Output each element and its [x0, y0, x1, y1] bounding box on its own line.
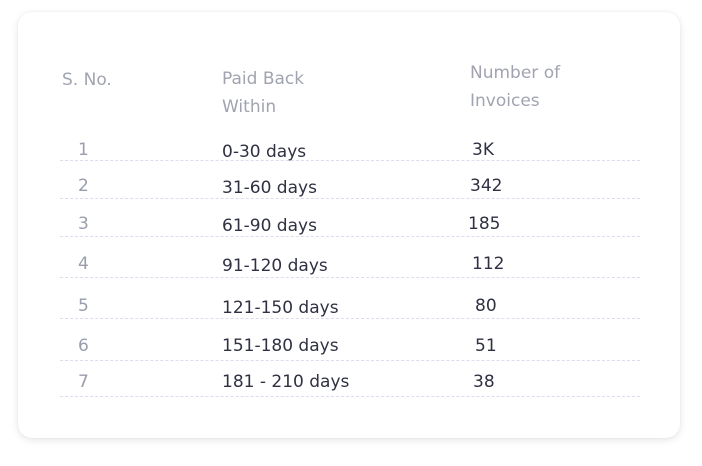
header-number-of-invoices: Number of Invoices	[470, 59, 610, 115]
header-sno: S. No.	[62, 66, 112, 94]
row-4-range: 91-120 days	[222, 256, 328, 276]
row-5-sno: 5	[78, 296, 89, 316]
row-divider	[60, 396, 640, 397]
row-4-sno: 4	[78, 254, 89, 274]
row-1-invoices: 3K	[472, 140, 494, 160]
row-divider	[60, 236, 640, 237]
row-3-sno: 3	[78, 214, 89, 234]
row-2-range: 31-60 days	[222, 178, 317, 198]
row-3-invoices: 185	[468, 214, 501, 234]
row-divider	[60, 360, 640, 361]
header-paid-back-within: Paid Back Within	[222, 65, 362, 121]
header-invoices-line2: Invoices	[470, 91, 540, 111]
header-paid-back-line2: Within	[222, 97, 277, 117]
row-6-invoices: 51	[475, 336, 497, 356]
invoice-payback-card: S. No. Paid Back Within Number of Invoic…	[18, 12, 680, 438]
row-divider	[60, 198, 640, 199]
row-7-invoices: 38	[473, 372, 495, 392]
row-3-range: 61-90 days	[222, 216, 317, 236]
row-6-sno: 6	[78, 336, 89, 356]
row-1-sno: 1	[78, 140, 89, 160]
row-divider	[60, 277, 640, 278]
row-2-invoices: 342	[470, 176, 503, 196]
header-sno-label: S. No.	[62, 70, 112, 90]
row-2-sno: 2	[78, 176, 89, 196]
row-7-range: 181 - 210 days	[222, 372, 350, 392]
row-6-range: 151-180 days	[222, 336, 339, 356]
row-7-sno: 7	[78, 372, 89, 392]
row-4-invoices: 112	[472, 254, 505, 274]
row-divider	[60, 160, 640, 161]
header-invoices-line1: Number of	[470, 63, 561, 83]
row-1-range: 0-30 days	[222, 142, 307, 162]
row-divider	[60, 318, 640, 319]
row-5-invoices: 80	[475, 296, 497, 316]
row-5-range: 121-150 days	[222, 298, 339, 318]
header-paid-back-line1: Paid Back	[222, 69, 305, 89]
